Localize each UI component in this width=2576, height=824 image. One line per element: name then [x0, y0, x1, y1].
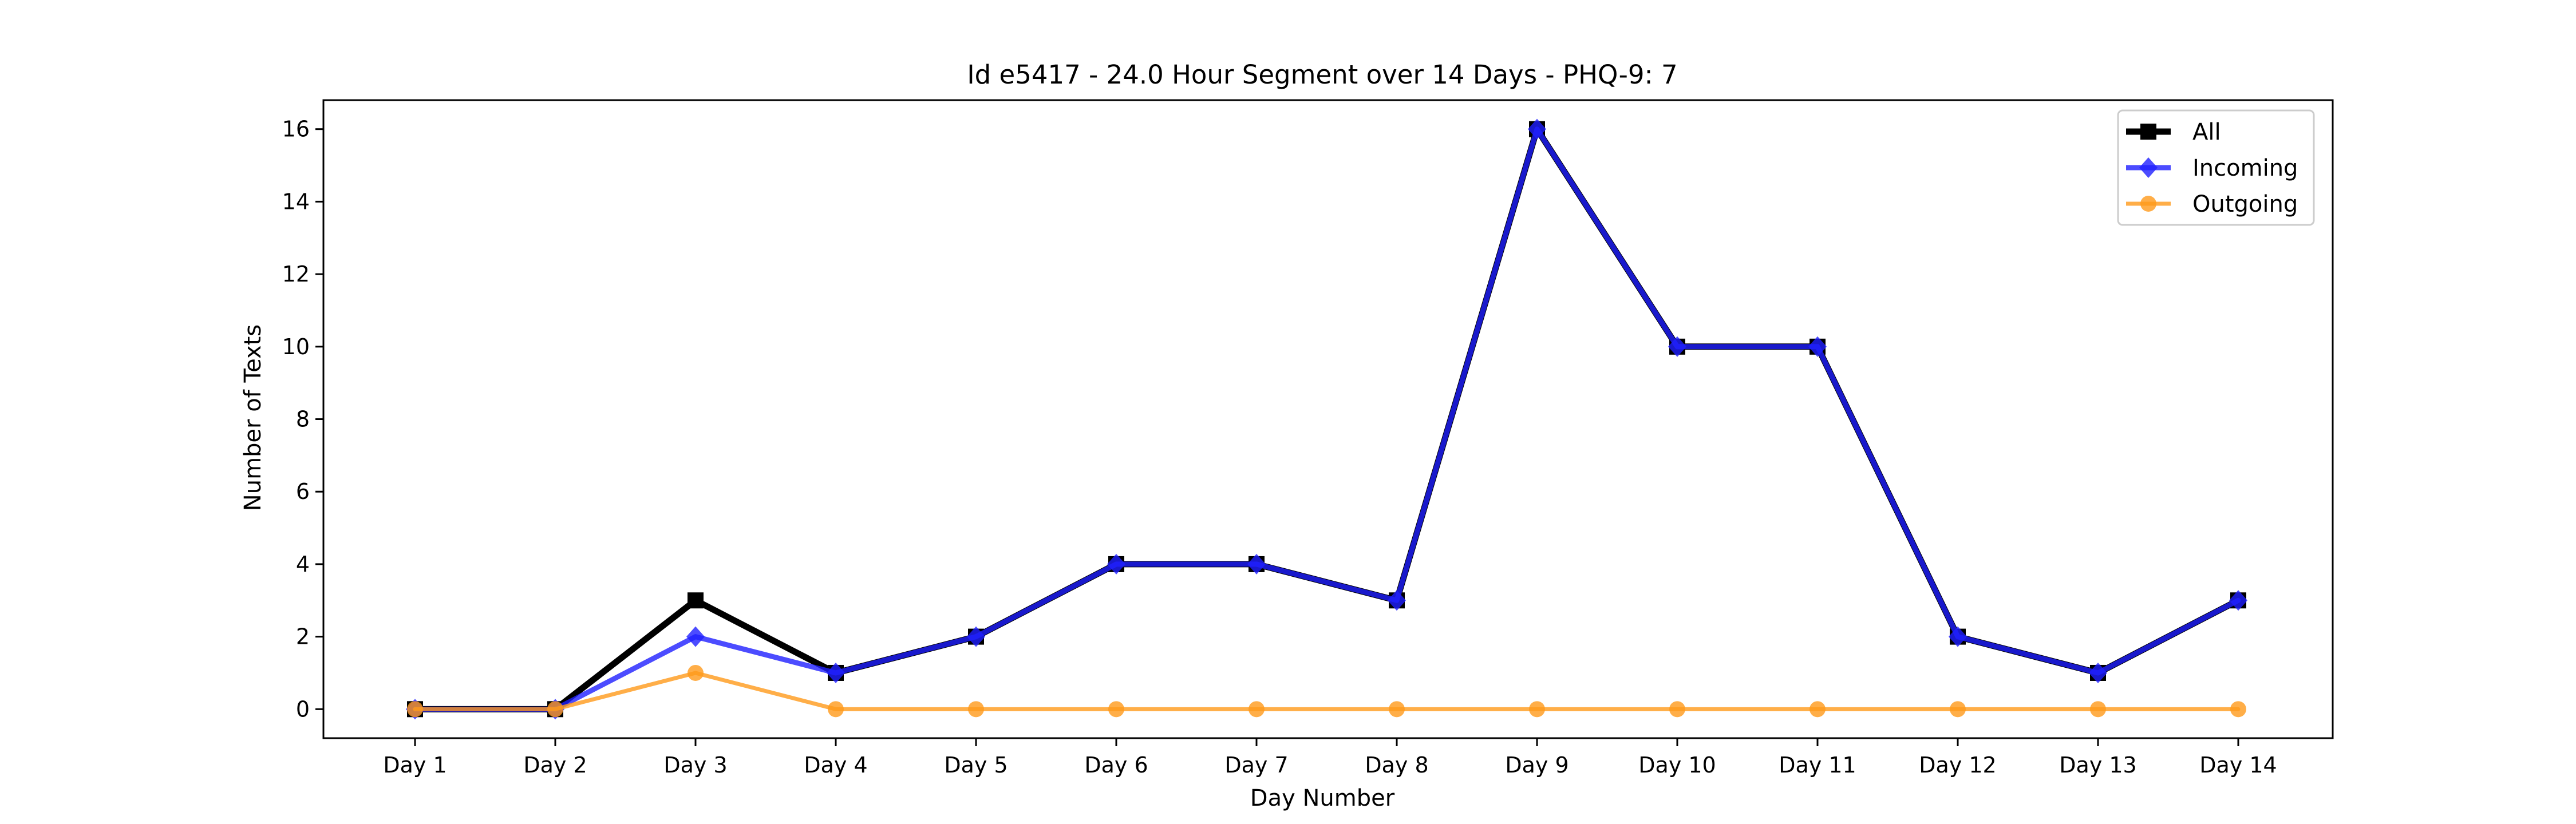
data-point: [1528, 118, 1546, 140]
legend: All Incoming Outgoing: [2117, 109, 2315, 226]
data-point: [1808, 336, 1827, 357]
data-point: [2230, 701, 2246, 718]
legend-swatch-marker: [2140, 196, 2156, 212]
data-point: [1949, 626, 1967, 647]
data-point: [827, 662, 845, 683]
data-point: [967, 626, 985, 647]
legend-swatch-marker: [2140, 124, 2156, 140]
x-axis-label: Day Number: [1250, 785, 1395, 811]
data-point: [2229, 590, 2247, 611]
plot-area: 0 2 4 6 8 10 12 14 16 Day 1 Day 2 Day 3 Day 4 Day 5 Da…: [282, 99, 2334, 778]
legend-item-incoming: Incoming: [2126, 155, 2298, 181]
data-point: [688, 664, 704, 681]
y-tick-label: 16: [282, 117, 310, 142]
data-point: [968, 701, 984, 718]
data-point: [1249, 701, 1265, 718]
y-tick-label: 2: [296, 624, 310, 649]
legend-label: Outgoing: [2192, 191, 2298, 217]
data-point: [407, 701, 423, 718]
series-outgoing: [407, 664, 2246, 718]
x-tick-label: Day 10: [1638, 752, 1716, 778]
data-point: [1247, 553, 1266, 575]
data-point: [1388, 590, 1406, 611]
y-tick-label: 14: [282, 189, 310, 214]
data-point: [1107, 553, 1125, 575]
legend-label: All: [2192, 119, 2221, 145]
series-line: [412, 126, 2241, 712]
x-tick-label: Day 12: [1919, 752, 1996, 778]
x-tick-label: Day 2: [523, 752, 587, 778]
legend-label: Incoming: [2192, 155, 2298, 181]
x-tick-label: Day 8: [1365, 752, 1428, 778]
legend-item-outgoing: Outgoing: [2126, 191, 2298, 217]
x-tick-label: Day 14: [2199, 752, 2277, 778]
x-tick-label: Day 6: [1084, 752, 1148, 778]
data-point: [1809, 701, 1826, 718]
x-tick-label: Day 9: [1505, 752, 1568, 778]
y-tick-label: 4: [296, 552, 310, 577]
data-point: [688, 592, 704, 609]
y-tick-label: 6: [296, 479, 310, 504]
y-tick-label: 8: [296, 407, 310, 432]
x-tick-label: Day 1: [383, 752, 447, 778]
x-tick-label: Day 5: [944, 752, 1008, 778]
series-line: [413, 671, 2241, 711]
data-point: [686, 626, 705, 647]
data-point: [2090, 701, 2106, 718]
y-tick-label: 0: [296, 696, 310, 722]
y-axis-label: Number of Texts: [240, 324, 266, 511]
y-tick-label: 12: [282, 262, 310, 287]
x-tick-label: Day 7: [1224, 752, 1288, 778]
x-tick-label: Day 4: [804, 752, 867, 778]
chart-title: Id e5417 - 24.0 Hour Segment over 14 Day…: [967, 60, 1677, 90]
data-point: [1529, 701, 1545, 718]
y-tick-label: 10: [282, 334, 310, 359]
x-tick-label: Day 11: [1779, 752, 1856, 778]
x-tick-label: Day 13: [2059, 752, 2136, 778]
legend-item-all: All: [2126, 119, 2221, 145]
data-point: [1668, 336, 1686, 357]
legend-swatch-marker: [2139, 157, 2158, 178]
data-point: [1669, 701, 1685, 718]
data-point: [1389, 701, 1405, 718]
data-point: [1950, 701, 1966, 718]
x-tick-label: Day 3: [663, 752, 727, 778]
legend-box: [2117, 109, 2315, 226]
data-point: [828, 701, 844, 718]
data-point: [1108, 701, 1124, 718]
data-point: [2089, 662, 2107, 683]
data-point: [547, 701, 563, 718]
